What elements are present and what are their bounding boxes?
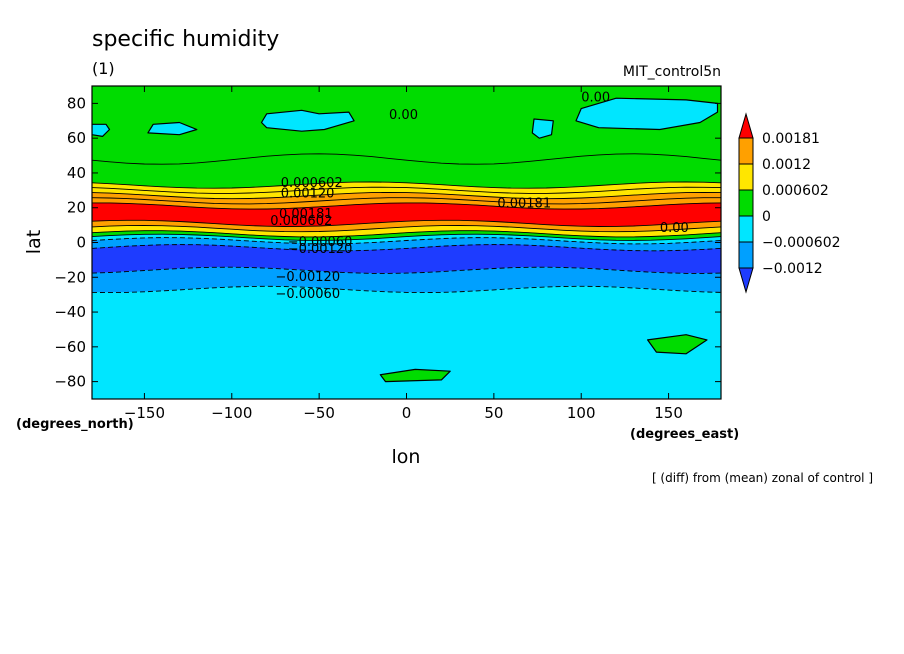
x-tick-label: 100: [567, 404, 596, 422]
y-tick-label: −60: [54, 338, 86, 356]
contour-label: 0.000602: [270, 214, 332, 229]
run-label: MIT_control5n: [623, 64, 721, 80]
y-tick-label: −40: [54, 303, 86, 321]
colorbar-top-arrow: [738, 112, 754, 139]
x-tick-label: 0: [402, 404, 412, 422]
humidity-band: [92, 285, 721, 399]
contour-label: 0.00: [660, 221, 689, 236]
contour-line: [92, 237, 721, 245]
x-tick-label: −50: [303, 404, 335, 422]
contour-line: [92, 233, 721, 241]
x-axis: −150 −100 −50 0 50 100 150: [124, 86, 683, 422]
contour-line: [92, 285, 721, 294]
x-axis-label: lon: [392, 446, 421, 468]
y-tick-label: −20: [54, 268, 86, 286]
x-tick-label: −100: [211, 404, 252, 422]
contour-line: [92, 230, 721, 238]
contour-line: [92, 244, 721, 252]
contour-label: −0.00060: [288, 235, 353, 250]
colorbar-swatch: [738, 137, 754, 165]
arctic-negative-patch: [92, 123, 111, 137]
y-tick-label: 20: [67, 199, 86, 217]
y-tick-label: 60: [67, 129, 86, 147]
y-tick-label: 80: [67, 94, 86, 112]
arctic-negative-patch: [260, 109, 355, 132]
antarctic-positive-patch: [647, 334, 708, 355]
x-tick-label: −150: [124, 404, 165, 422]
plot-area: [92, 86, 721, 399]
x-tick-label: 50: [484, 404, 503, 422]
contour-label: −0.00120: [275, 270, 340, 285]
contour-line: [92, 197, 721, 205]
colorbar-swatch: [738, 189, 754, 217]
colorbar-bottom-arrow: [738, 267, 754, 294]
y-tick-label: −80: [54, 373, 86, 391]
contour-label: 0.00120: [281, 186, 335, 201]
colorbar-swatch: [738, 215, 754, 243]
contour-label: 0.00181: [279, 207, 333, 222]
colorbar-label: 0.0012: [762, 157, 811, 173]
chart-title: specific humidity: [92, 27, 279, 52]
contour-line: [92, 181, 721, 189]
y-axis: 80 60 40 20 0 −20 −40 −60 −80: [54, 94, 721, 391]
antarctic-positive-patch: [379, 368, 451, 383]
colorbar-label: 0.000602: [762, 183, 829, 199]
contour-line: [92, 186, 721, 194]
contour-label: −0.00060: [275, 287, 340, 302]
contour-label: 0.000602: [281, 176, 343, 191]
contour-label: −0.00120: [288, 242, 353, 257]
colorbar-swatch: [738, 163, 754, 191]
footnote: [ (diff) from (mean) zonal of control ]: [652, 471, 873, 485]
colorbar-label: 0.00181: [762, 131, 820, 147]
x-tick-label: 150: [654, 404, 683, 422]
contour-label: 0.00: [581, 91, 610, 106]
colorbar-label: −0.0012: [762, 261, 823, 277]
chart-subtitle: (1): [92, 59, 115, 78]
y-axis-label: lat: [23, 230, 45, 254]
contour-label: 0.00181: [497, 197, 551, 212]
arctic-negative-patch: [575, 97, 719, 131]
colorbar-label: 0: [762, 209, 771, 225]
arctic-negative-patch: [531, 118, 554, 139]
contour-line: [92, 225, 721, 233]
contour-line: [92, 219, 721, 227]
y-tick-label: 40: [67, 164, 86, 182]
contour-label: 0.00: [389, 108, 418, 123]
colorbar-swatch: [738, 241, 754, 269]
contour-line: [92, 266, 721, 274]
x-units-label: (degrees_east): [630, 427, 739, 442]
colorbar-legend: 0.00181 0.0012 0.000602 0 −0.000602 −0.0012: [738, 112, 841, 294]
y-tick-label: 0: [76, 234, 86, 252]
colorbar-label: −0.000602: [762, 235, 841, 251]
y-units-label: (degrees_north): [16, 417, 134, 432]
arctic-negative-patch: [147, 121, 198, 136]
contour-line: [92, 191, 721, 200]
contour-line: [92, 153, 721, 165]
contour-line: [92, 202, 721, 210]
